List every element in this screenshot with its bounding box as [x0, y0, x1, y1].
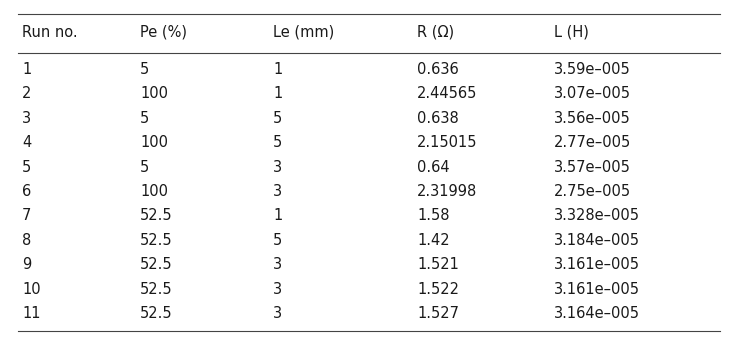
Text: 3.161e–005: 3.161e–005: [554, 282, 640, 297]
Text: 5: 5: [273, 135, 283, 150]
Text: 52.5: 52.5: [140, 257, 173, 272]
Text: 2.31998: 2.31998: [417, 184, 477, 199]
Text: 0.638: 0.638: [417, 111, 459, 126]
Text: 3: 3: [273, 257, 282, 272]
Text: 3.161e–005: 3.161e–005: [554, 257, 640, 272]
Text: 3.184e–005: 3.184e–005: [554, 233, 640, 248]
Text: 10: 10: [22, 282, 41, 297]
Text: 3.57e–005: 3.57e–005: [554, 160, 630, 175]
Text: 5: 5: [140, 160, 150, 175]
Text: 3: 3: [273, 160, 282, 175]
Text: 5: 5: [22, 160, 32, 175]
Text: Run no.: Run no.: [22, 25, 77, 40]
Text: 100: 100: [140, 86, 168, 101]
Text: 5: 5: [273, 233, 283, 248]
Text: 1.58: 1.58: [417, 208, 449, 223]
Text: 3.56e–005: 3.56e–005: [554, 111, 630, 126]
Text: 3: 3: [273, 282, 282, 297]
Text: 3: 3: [273, 306, 282, 321]
Text: 0.64: 0.64: [417, 160, 449, 175]
Text: 52.5: 52.5: [140, 282, 173, 297]
Text: 1.522: 1.522: [417, 282, 459, 297]
Text: Pe (%): Pe (%): [140, 25, 187, 40]
Text: 6: 6: [22, 184, 32, 199]
Text: 3.07e–005: 3.07e–005: [554, 86, 630, 101]
Text: 1.521: 1.521: [417, 257, 459, 272]
Text: 9: 9: [22, 257, 32, 272]
Text: 100: 100: [140, 135, 168, 150]
Text: 3.328e–005: 3.328e–005: [554, 208, 640, 223]
Text: 1.42: 1.42: [417, 233, 449, 248]
Text: 5: 5: [273, 111, 283, 126]
Text: 5: 5: [140, 111, 150, 126]
Text: 4: 4: [22, 135, 32, 150]
Text: 3: 3: [22, 111, 31, 126]
Text: 2.15015: 2.15015: [417, 135, 477, 150]
Text: 8: 8: [22, 233, 32, 248]
Text: 7: 7: [22, 208, 32, 223]
Text: 1: 1: [273, 208, 283, 223]
Text: 3: 3: [273, 184, 282, 199]
Text: L (H): L (H): [554, 25, 588, 40]
Text: 2: 2: [22, 86, 32, 101]
Text: 52.5: 52.5: [140, 208, 173, 223]
Text: 2.44565: 2.44565: [417, 86, 477, 101]
Text: 52.5: 52.5: [140, 233, 173, 248]
Text: 2.75e–005: 2.75e–005: [554, 184, 631, 199]
Text: 1: 1: [273, 86, 283, 101]
Text: 5: 5: [140, 62, 150, 77]
Text: 3.59e–005: 3.59e–005: [554, 62, 630, 77]
Text: 1: 1: [22, 62, 32, 77]
Text: R (Ω): R (Ω): [417, 25, 454, 40]
Text: 52.5: 52.5: [140, 306, 173, 321]
Text: 3.164e–005: 3.164e–005: [554, 306, 640, 321]
Text: 0.636: 0.636: [417, 62, 459, 77]
Text: 1: 1: [273, 62, 283, 77]
Text: 2.77e–005: 2.77e–005: [554, 135, 631, 150]
Text: 11: 11: [22, 306, 41, 321]
Text: Le (mm): Le (mm): [273, 25, 334, 40]
Text: 1.527: 1.527: [417, 306, 459, 321]
Text: 100: 100: [140, 184, 168, 199]
